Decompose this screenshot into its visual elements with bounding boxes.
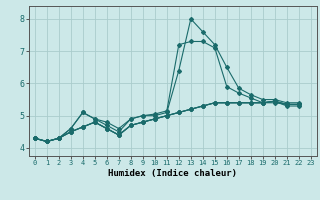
X-axis label: Humidex (Indice chaleur): Humidex (Indice chaleur) [108, 169, 237, 178]
